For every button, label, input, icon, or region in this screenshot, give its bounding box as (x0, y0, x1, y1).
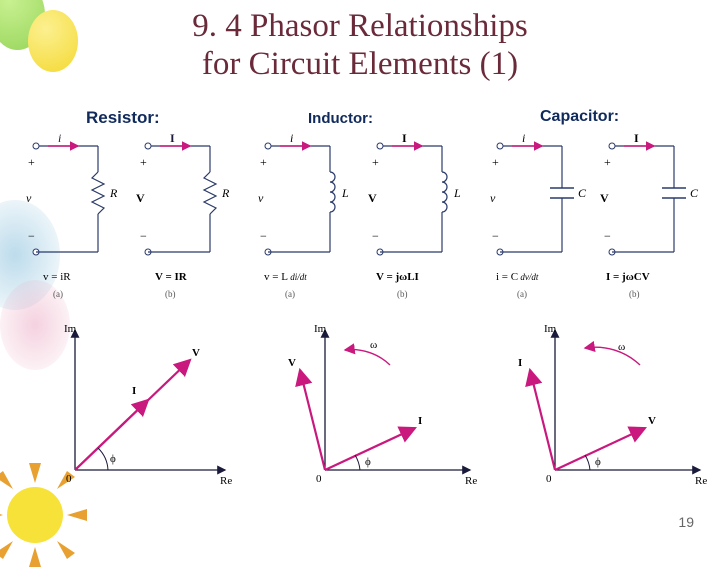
svg-text:+: + (260, 155, 267, 169)
resistor-circuit-phasor: I + V − R V = IR (b) (130, 132, 240, 302)
capacitor-circuit-time: i + v − C i = C dv/dt (a) (482, 132, 592, 302)
svg-text:ω: ω (370, 339, 377, 351)
title-line-1: 9. 4 Phasor Relationships (192, 8, 528, 44)
svg-text:+: + (140, 155, 147, 169)
svg-text:i: i (290, 132, 293, 145)
svg-text:I: I (132, 385, 136, 397)
svg-text:L: L (453, 186, 461, 200)
svg-text:R: R (221, 186, 230, 200)
capacitor-phasor-plot: Im Re 0 I V ω ϕ (500, 320, 710, 500)
svg-text:V: V (648, 415, 656, 427)
svg-text:−: − (604, 229, 611, 243)
svg-text:ϕ: ϕ (365, 456, 371, 468)
svg-text:v: v (26, 191, 32, 205)
svg-text:+: + (372, 155, 379, 169)
svg-text:−: − (140, 229, 147, 243)
svg-text:−: − (372, 229, 379, 243)
svg-text:v: v (490, 191, 496, 205)
label-capacitor: Capacitor: (540, 108, 619, 126)
svg-text:(a): (a) (517, 289, 527, 299)
svg-text:+: + (28, 155, 35, 169)
inductor-circuit-phasor: I + V − L V = jωLI (b) (362, 132, 472, 302)
svg-text:ϕ: ϕ (110, 453, 116, 465)
svg-text:Re: Re (465, 475, 477, 487)
inductor-phasor-plot: Im Re 0 V I ω ϕ (270, 320, 480, 500)
eq-inductor-time: v = L di/dt (264, 271, 307, 283)
svg-text:(b): (b) (629, 289, 640, 299)
svg-text:V: V (600, 191, 609, 205)
eq-capacitor-phasor: I = jωCV (606, 271, 650, 283)
eq-resistor-time: v = iR (43, 271, 71, 283)
svg-text:+: + (492, 155, 499, 169)
svg-text:V: V (288, 357, 296, 369)
svg-text:ω: ω (618, 341, 625, 353)
eq-capacitor-time: i = C dv/dt (496, 271, 539, 283)
title-line-2: for Circuit Elements (1) (202, 46, 518, 82)
label-resistor: Resistor: (86, 108, 160, 128)
svg-text:v: v (258, 191, 264, 205)
capacitor-circuit-phasor: I + V − C I = jωCV (b) (594, 132, 709, 302)
svg-text:−: − (492, 229, 499, 243)
svg-text:i: i (522, 132, 525, 145)
resistor-circuit-time: i + v − R v = iR (a) (18, 132, 128, 302)
inductor-circuit-time: i + v − L v = L di/dt (a) (250, 132, 360, 302)
svg-text:V: V (368, 191, 377, 205)
svg-text:V: V (192, 347, 200, 359)
svg-text:I: I (402, 132, 407, 145)
svg-text:R: R (109, 186, 118, 200)
svg-text:(b): (b) (397, 289, 408, 299)
svg-text:0: 0 (316, 473, 322, 485)
svg-text:0: 0 (66, 473, 72, 485)
svg-text:ϕ: ϕ (595, 456, 601, 468)
page-title: 9. 4 Phasor Relationships for Circuit El… (0, 8, 720, 84)
svg-text:Im: Im (544, 323, 557, 335)
svg-text:−: − (28, 229, 35, 243)
svg-text:Re: Re (220, 475, 232, 487)
svg-text:−: − (260, 229, 267, 243)
eq-inductor-phasor: V = jωLI (376, 271, 419, 283)
svg-text:i: i (58, 132, 61, 145)
svg-text:Re: Re (695, 475, 707, 487)
svg-text:L: L (341, 186, 349, 200)
svg-text:(b): (b) (165, 289, 176, 299)
svg-text:V: V (136, 191, 145, 205)
page-number: 19 (678, 514, 694, 530)
svg-text:Im: Im (64, 323, 77, 335)
svg-text:(a): (a) (53, 289, 63, 299)
svg-text:I: I (170, 132, 175, 145)
svg-text:I: I (634, 132, 639, 145)
resistor-phasor-plot: Im Re 0 V I ϕ (40, 320, 240, 500)
svg-text:Im: Im (314, 323, 327, 335)
svg-text:C: C (690, 186, 699, 200)
svg-text:0: 0 (546, 473, 552, 485)
svg-text:+: + (604, 155, 611, 169)
svg-text:I: I (418, 415, 422, 427)
svg-text:C: C (578, 186, 587, 200)
eq-resistor-phasor: V = IR (155, 271, 188, 283)
svg-text:I: I (518, 357, 522, 369)
svg-text:(a): (a) (285, 289, 295, 299)
label-inductor: Inductor: (308, 110, 373, 127)
